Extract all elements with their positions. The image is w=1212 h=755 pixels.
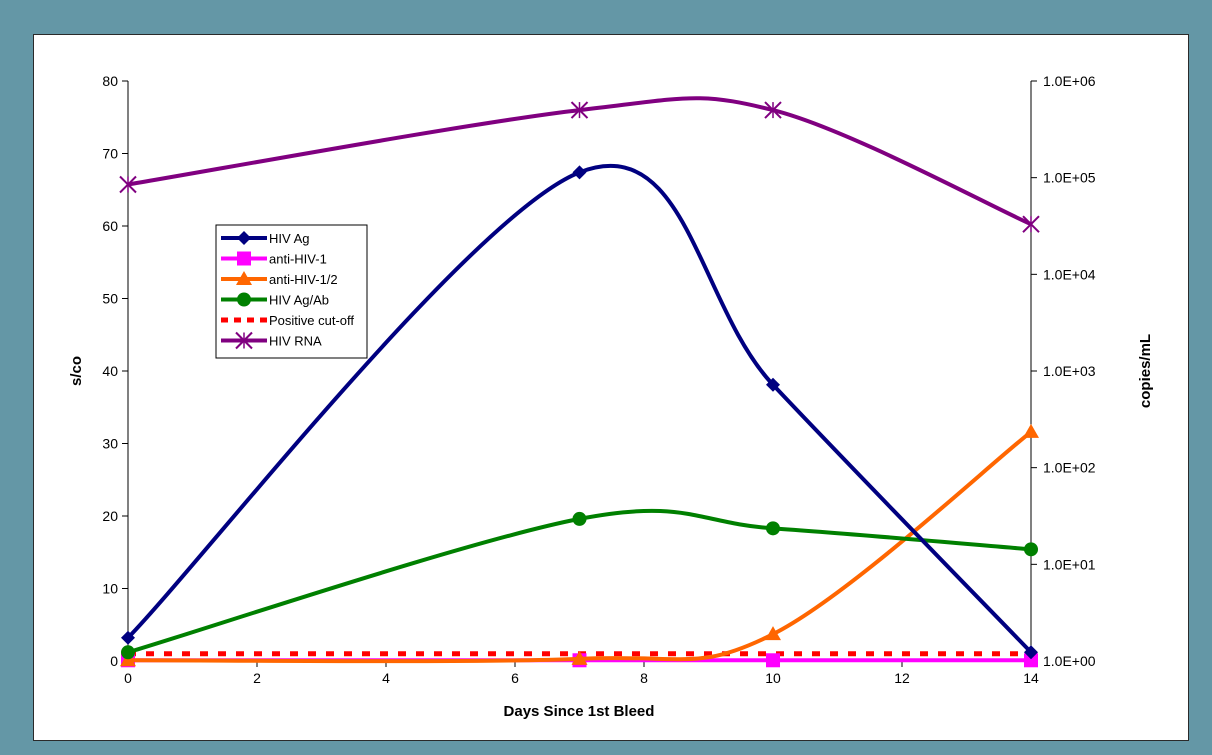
legend-entry: HIV RNA bbox=[221, 331, 322, 350]
data-point bbox=[121, 645, 135, 660]
y2-axis-title: copies/mL bbox=[1137, 334, 1154, 408]
series-line bbox=[126, 163, 1033, 654]
legend-entry: HIV Ag bbox=[221, 231, 309, 246]
x-tick-label: 12 bbox=[894, 670, 910, 686]
x-tick-label: 2 bbox=[253, 670, 261, 686]
legend-label: HIV Ag/Ab bbox=[269, 293, 329, 308]
legend-label: Positive cut-off bbox=[269, 313, 354, 328]
y-tick-label: 20 bbox=[102, 508, 118, 524]
y-tick-label: 40 bbox=[102, 363, 118, 379]
y-tick-label: 80 bbox=[102, 73, 118, 89]
legend-marker bbox=[237, 231, 251, 245]
data-point bbox=[570, 101, 589, 119]
x-tick-label: 0 bbox=[124, 670, 132, 686]
data-point bbox=[572, 511, 587, 526]
y2-tick-label: 1.0E+01 bbox=[1043, 556, 1096, 572]
legend-entry: HIV Ag/Ab bbox=[221, 292, 329, 308]
x-tick-label: 6 bbox=[511, 670, 519, 686]
y2-tick-label: 1.0E+03 bbox=[1043, 363, 1096, 379]
x-tick-label: 10 bbox=[765, 670, 781, 686]
y2-tick-label: 1.0E+00 bbox=[1043, 653, 1096, 669]
line-chart: 010203040506070801.0E+001.0E+011.0E+021.… bbox=[68, 73, 1154, 720]
data-point bbox=[571, 650, 588, 665]
legend-marker bbox=[237, 251, 251, 266]
series-line bbox=[127, 96, 1032, 227]
x-tick-label: 4 bbox=[382, 670, 390, 686]
data-point bbox=[1023, 423, 1039, 438]
legend-label: HIV RNA bbox=[269, 334, 322, 349]
legend-marker bbox=[235, 331, 253, 350]
legend-label: anti-HIV-1 bbox=[269, 252, 327, 267]
chart-panel: 0 10 20 30 40 50 60 70 80 1.0E+00 1.0E+01 1.0E+02 1.… bbox=[33, 34, 1189, 741]
series-hiv-ag-ab bbox=[121, 508, 1038, 660]
y-tick-label: 50 bbox=[102, 291, 118, 307]
data-point bbox=[1024, 653, 1038, 668]
y2-tick-label: 1.0E+06 bbox=[1043, 73, 1096, 89]
ticks: 010203040506070801.0E+001.0E+011.0E+021.… bbox=[102, 73, 1095, 686]
series-hiv-rna bbox=[119, 96, 1040, 233]
y-axis-title: s/co bbox=[68, 356, 85, 386]
data-point bbox=[766, 521, 780, 536]
x-tick-label: 8 bbox=[640, 670, 648, 686]
x-tick-label: 14 bbox=[1023, 670, 1039, 686]
y-tick-label: 0 bbox=[110, 653, 118, 669]
data-point bbox=[764, 101, 782, 119]
y2-tick-label: 1.0E+05 bbox=[1043, 170, 1096, 186]
data-point bbox=[765, 626, 781, 641]
series-line bbox=[127, 508, 1032, 655]
data-point bbox=[572, 165, 587, 180]
y-tick-label: 60 bbox=[102, 218, 118, 234]
chart-frame: 0 10 20 30 40 50 60 70 80 1.0E+00 1.0E+01 1.0E+02 1.… bbox=[7, 7, 1203, 746]
data-point bbox=[766, 653, 780, 668]
y-tick-label: 10 bbox=[102, 581, 118, 597]
series-anti-hiv-1-2 bbox=[120, 423, 1039, 667]
legend-entry: anti-HIV-1 bbox=[221, 251, 327, 267]
y-tick-label: 30 bbox=[102, 436, 118, 452]
data-point bbox=[119, 175, 137, 194]
data-point bbox=[1024, 542, 1038, 557]
y2-tick-label: 1.0E+02 bbox=[1043, 460, 1096, 476]
y-tick-label: 70 bbox=[102, 146, 118, 162]
legend-label: anti-HIV-1/2 bbox=[269, 272, 338, 287]
data-point bbox=[1024, 645, 1038, 660]
legend-marker bbox=[237, 292, 251, 307]
series-line bbox=[127, 430, 1033, 664]
legend-entry: Positive cut-off bbox=[221, 313, 354, 328]
data-point bbox=[121, 630, 135, 645]
series-hiv-ag bbox=[121, 163, 1038, 660]
legend-box bbox=[215, 224, 368, 359]
legend-entry: anti-HIV-1/2 bbox=[221, 271, 338, 287]
x-axis-title: Days Since 1st Bleed bbox=[504, 703, 655, 720]
legend: HIV Ag anti-HIV-1 anti-HIV-1/2 HIV Ag/Ab Pos… bbox=[215, 224, 368, 359]
data-point bbox=[766, 377, 780, 392]
data-point bbox=[1022, 215, 1040, 233]
legend-label: HIV Ag bbox=[269, 231, 309, 246]
y2-tick-label: 1.0E+04 bbox=[1043, 266, 1096, 282]
series bbox=[119, 96, 1040, 668]
legend-marker bbox=[236, 271, 252, 285]
